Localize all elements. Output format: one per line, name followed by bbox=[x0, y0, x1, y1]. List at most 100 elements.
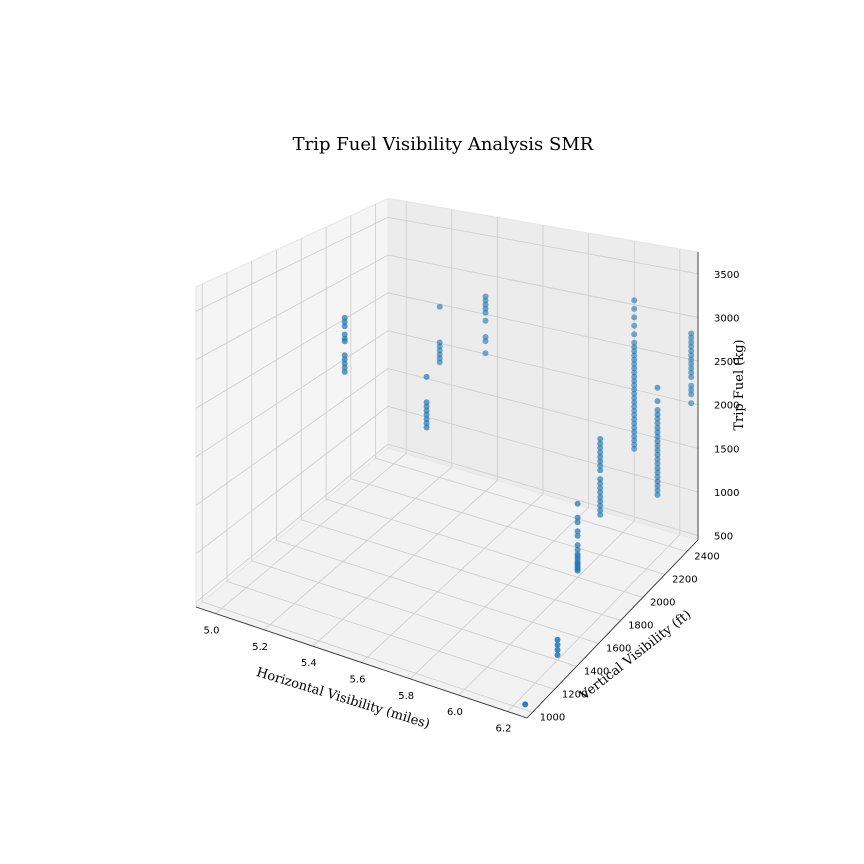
data-point bbox=[597, 489, 604, 496]
data-point bbox=[631, 403, 638, 410]
data-point bbox=[597, 467, 604, 474]
data-point bbox=[436, 303, 443, 310]
data-point bbox=[597, 449, 604, 456]
data-point bbox=[631, 407, 638, 414]
data-point bbox=[688, 374, 695, 380]
y-grid-line bbox=[325, 227, 643, 598]
z-tick-label: 3000 bbox=[714, 314, 739, 325]
data-point bbox=[597, 476, 604, 483]
data-point bbox=[631, 378, 638, 384]
data-point bbox=[631, 437, 638, 444]
y-axis-line bbox=[526, 539, 699, 719]
data-point bbox=[574, 542, 581, 549]
data-point bbox=[522, 701, 529, 708]
y-tick-label: 1600 bbox=[606, 643, 631, 654]
data-point bbox=[631, 395, 638, 401]
y-tick-label: 2200 bbox=[672, 575, 697, 586]
data-point bbox=[482, 317, 489, 324]
data-point bbox=[554, 652, 561, 658]
data-point bbox=[654, 447, 661, 454]
data-point bbox=[423, 416, 430, 423]
axis-lines bbox=[195, 252, 699, 719]
data-point bbox=[482, 350, 489, 357]
data-point bbox=[631, 424, 638, 431]
data-point bbox=[654, 465, 661, 472]
y-tick-label: 2000 bbox=[650, 597, 675, 608]
data-point bbox=[574, 528, 581, 535]
data-point bbox=[631, 322, 638, 329]
data-point bbox=[423, 399, 430, 406]
data-point bbox=[688, 334, 695, 341]
data-point bbox=[654, 487, 661, 494]
y-grid-line bbox=[350, 215, 666, 575]
data-point bbox=[654, 460, 661, 467]
data-point bbox=[631, 433, 638, 440]
data-point bbox=[688, 365, 695, 372]
data-point bbox=[341, 368, 348, 375]
x-tick-label: 6.2 bbox=[496, 724, 512, 735]
data-point bbox=[654, 398, 661, 405]
data-point bbox=[654, 407, 661, 413]
data-point bbox=[597, 498, 604, 505]
x-grid-line bbox=[263, 209, 453, 631]
data-point bbox=[631, 416, 638, 423]
data-point bbox=[631, 369, 638, 376]
data-point bbox=[341, 356, 348, 363]
data-point bbox=[631, 348, 638, 355]
data-point bbox=[597, 458, 604, 465]
side-pane bbox=[195, 197, 389, 609]
data-point bbox=[574, 546, 581, 553]
data-point bbox=[597, 462, 604, 469]
x-axis-line bbox=[195, 606, 528, 719]
z-grid-line bbox=[195, 292, 699, 409]
data-point bbox=[654, 438, 661, 445]
data-point bbox=[631, 428, 638, 435]
x-grid-line bbox=[507, 248, 681, 712]
chart-title: Trip Fuel Visibility Analysis SMR bbox=[293, 134, 594, 155]
data-point bbox=[631, 297, 638, 304]
data-point bbox=[631, 390, 638, 397]
data-point bbox=[597, 485, 604, 491]
x-tick-label: 6.0 bbox=[447, 707, 463, 718]
data-point bbox=[654, 415, 661, 422]
data-point bbox=[654, 451, 661, 458]
data-point bbox=[574, 519, 581, 526]
y-grid-line bbox=[300, 238, 621, 621]
data-point bbox=[654, 429, 661, 436]
y-grid-line bbox=[375, 204, 688, 552]
data-point bbox=[341, 323, 348, 330]
data-point bbox=[688, 391, 695, 398]
data-point bbox=[482, 305, 489, 312]
data-point bbox=[597, 480, 604, 487]
data-point bbox=[574, 567, 581, 574]
z-tick-label: 3500 bbox=[714, 270, 739, 281]
z-grid-line bbox=[195, 443, 699, 603]
data-point bbox=[654, 433, 661, 440]
z-axis-label: Trip Fuel (kg) bbox=[732, 339, 747, 430]
data-point bbox=[554, 641, 561, 648]
data-point bbox=[654, 424, 661, 431]
data-point bbox=[688, 343, 695, 350]
data-point bbox=[688, 369, 695, 376]
data-point bbox=[654, 420, 661, 427]
y-tick-label: 1200 bbox=[562, 689, 587, 700]
data-point bbox=[688, 387, 695, 393]
y-grid-line bbox=[201, 284, 533, 713]
axis-panes bbox=[194, 197, 699, 719]
data-point bbox=[631, 365, 638, 372]
data-point bbox=[597, 493, 604, 500]
data-point bbox=[688, 330, 695, 337]
data-point bbox=[341, 314, 348, 321]
data-point bbox=[688, 356, 695, 363]
data-point bbox=[654, 474, 661, 480]
data-point bbox=[654, 491, 661, 498]
data-point bbox=[574, 532, 581, 539]
data-point bbox=[631, 420, 638, 427]
data-point bbox=[654, 469, 661, 476]
data-point bbox=[631, 399, 638, 406]
data-point bbox=[423, 424, 430, 431]
data-point bbox=[597, 436, 604, 442]
x-tick-label: 5.4 bbox=[301, 658, 317, 669]
x-tick-label: 5.0 bbox=[204, 626, 220, 637]
